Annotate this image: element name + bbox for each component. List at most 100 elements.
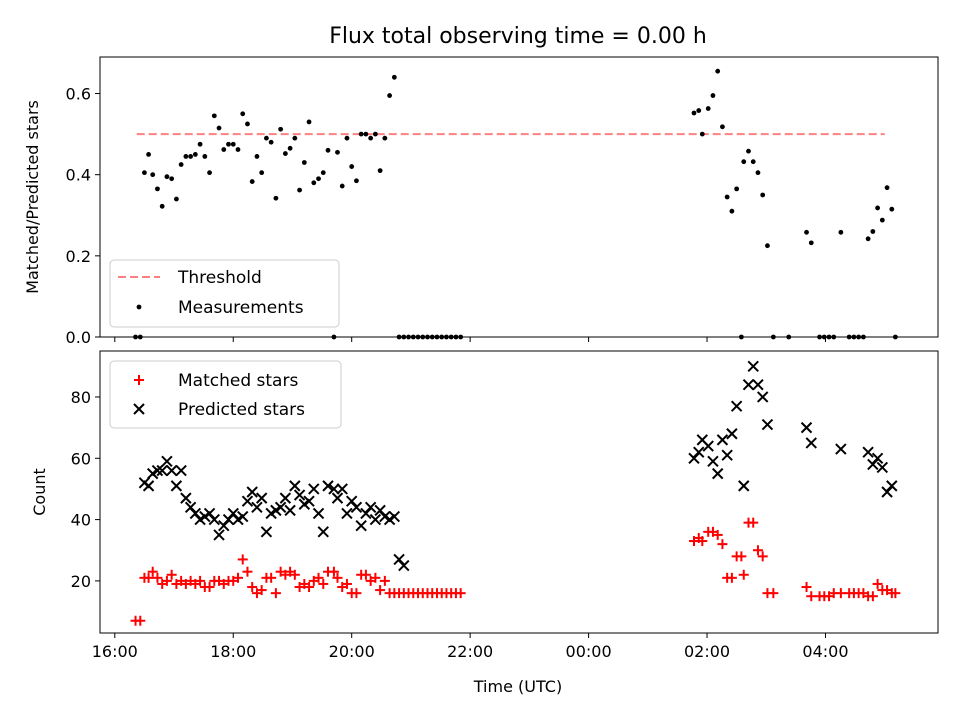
y-tick-label: 80 [71,388,91,407]
predicted-stars-point [756,391,769,403]
measurement-point [178,162,184,167]
predicted-stars-point [170,480,183,492]
predicted-stars-point [862,446,874,458]
predicted-stars-point [726,428,738,440]
matched-stars-point [147,566,158,577]
predicted-stars-point [246,486,258,498]
legend-measurements-swatch [136,304,142,310]
measurement-point [705,106,711,111]
matched-stars-point [757,551,768,562]
measurement-point [188,154,194,159]
measurement-point [292,135,298,141]
predicted-stars-point [156,464,168,477]
matched-stars-point [717,539,728,550]
measurement-point [884,185,890,191]
predicted-stars-point [742,379,755,391]
x-tick-label: 00:00 [566,642,612,661]
predicted-stars-point [355,520,367,532]
legend-predicted-label: Predicted stars [178,400,305,420]
predicted-stars-point [289,480,301,492]
matched-stars-point [237,554,248,565]
measurement-point [335,149,340,155]
matched-stars-point [341,578,352,589]
measurement-point [746,148,751,154]
y-tick-label: 0.0 [66,328,91,347]
predicted-stars-point [711,467,724,480]
measurement-point [387,93,392,98]
matched-stars-point [736,551,747,562]
measurement-point [183,154,189,159]
measurement-point [254,154,260,159]
measurement-point [750,159,756,165]
predicted-stars-point [800,421,813,434]
measurement-point [804,229,809,235]
measurement-point [382,135,388,141]
predicted-stars-point [876,461,889,474]
matched-stars-point [332,572,343,583]
y-tick-label: 0.2 [66,247,91,266]
predicted-stars-point [752,379,764,391]
predicted-stars-point [284,504,296,517]
matched-stars-point [152,572,163,583]
bottom-panel-legend: Matched stars Predicted stars [109,360,342,429]
predicted-stars-point [328,483,340,495]
legend-measurements-label: Measurements [178,298,304,318]
measurement-point [875,205,880,211]
predicted-stars-point [312,507,325,520]
measurement-point [710,93,716,98]
measurement-point [155,186,160,192]
measurement-point [339,183,345,189]
top-panel-frame [99,56,939,338]
matched-stars-point [247,582,258,593]
predicted-stars-point [738,480,750,492]
measurement-point [150,172,156,178]
bottom-panel-frame [99,350,939,634]
measurement-point [316,176,321,182]
legend-matched-label: Matched stars [178,371,298,391]
predicted-stars-point [255,492,268,504]
bottom-panel-ylabel: Count [30,468,49,516]
matched-stars-point [270,588,281,599]
top-panel: 0.0 0.2 0.4 0.6 Matched/Predicted stars Thr… [23,56,939,347]
predicted-stars-point [274,501,287,514]
measurement-point [249,179,255,184]
measurement-point [808,240,814,246]
top-panel-ylabel: Matched/Predicted stars [23,100,42,294]
measurement-point [173,196,179,202]
measurement-point [879,217,885,223]
measurement-point [259,170,265,176]
legend-threshold-label: Threshold [177,268,262,288]
measurement-point [306,119,312,125]
measurement-point [264,135,269,141]
x-tick-label: 02:00 [684,642,730,661]
matched-stars-point [726,572,737,583]
measurement-point [734,186,740,192]
y-tick-label: 0.6 [66,85,91,104]
measurement-point [760,192,766,198]
measurement-point [377,168,383,174]
matched-stars-point [712,529,723,540]
predicted-stars-point [151,464,164,477]
matched-stars-point [455,588,466,599]
matched-stars-point [328,566,339,577]
measurement-point [372,131,378,137]
predicted-stars-point [213,529,225,541]
x-tick-label: 04:00 [802,642,848,661]
measurement-point [142,170,147,176]
measurement-point [363,131,369,137]
measurement-point [838,229,844,235]
measurement-point [889,206,895,212]
measurement-point [724,194,730,200]
measurement-point [696,108,702,113]
matched-stars-point [890,588,901,599]
matched-stars-point [266,572,277,583]
matched-stars-point [351,588,362,599]
matched-stars-point [166,569,177,580]
predicted-stars-point [175,464,187,477]
chart-title: Flux total observing time = 0.00 h [329,24,707,49]
matched-stars-point [738,569,749,580]
measurement-point [729,208,735,214]
predicted-stars-point [702,440,714,452]
